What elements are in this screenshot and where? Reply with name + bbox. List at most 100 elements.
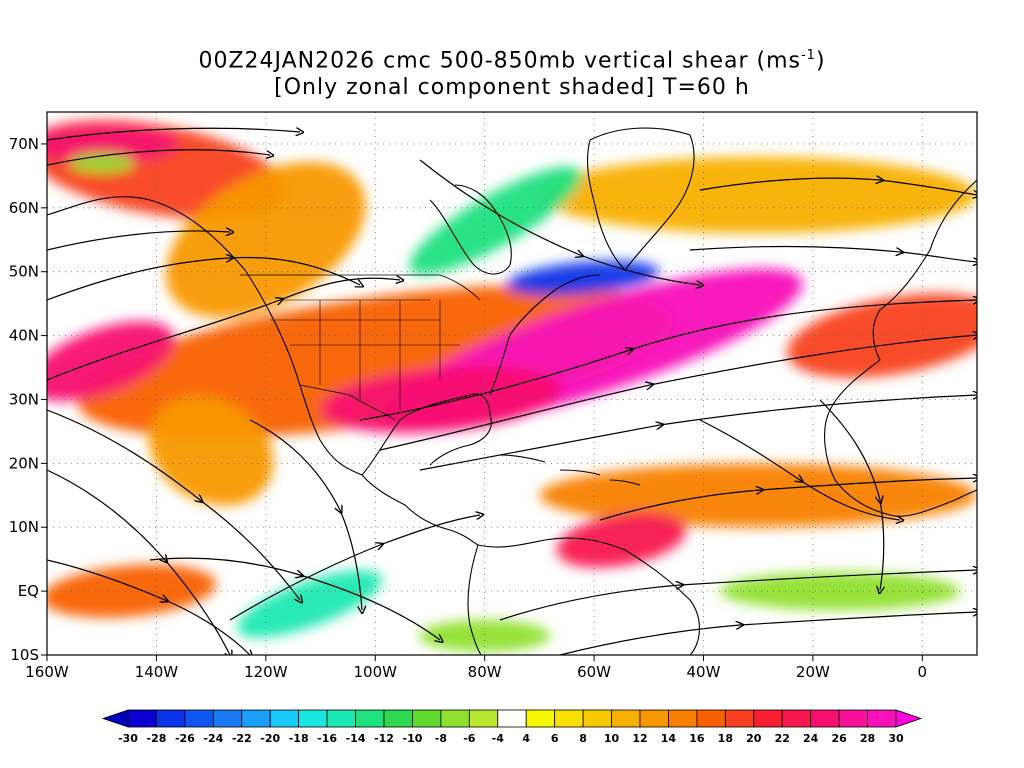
colorbar-label: -30 [118, 732, 138, 745]
colorbar-swatch [440, 709, 470, 728]
colorbar-over-arrow [895, 709, 923, 728]
colorbar-swatch [582, 709, 612, 728]
south-america-west [467, 544, 482, 655]
colorbar-swatch [867, 709, 897, 728]
streamline [47, 257, 360, 301]
shear-region [539, 156, 977, 234]
streamline [699, 419, 900, 520]
shear-region [409, 166, 582, 275]
x-tick-label: 120W [244, 663, 288, 681]
streamline [47, 231, 230, 251]
map-grid [47, 112, 977, 655]
y-tick-label: 60N [9, 199, 39, 217]
colorbar-swatch [525, 709, 556, 728]
colorbar-label: 24 [803, 732, 819, 745]
streamline [699, 178, 977, 195]
colorbar-swatch [127, 709, 157, 728]
colorbar-label: -6 [463, 732, 476, 745]
colorbar-label: -24 [203, 732, 223, 745]
longitude-axis: 160W 140W 120W 100W 80W 60W 40W 20W 0 [25, 655, 927, 681]
colorbar-swatch [497, 709, 527, 728]
colorbar-label: 18 [718, 732, 733, 745]
streamline [559, 612, 977, 655]
x-tick-label: 80W [468, 663, 502, 681]
y-tick-label: 70N [9, 135, 39, 153]
title-line1-prefix: 00Z24JAN2026 cmc 500-850mb vertical shea… [198, 48, 801, 74]
streamline [47, 409, 300, 600]
colorbar-label: 12 [632, 732, 647, 745]
latitude-axis: 70N 60N 50N 40N 30N 20N 10N EQ 10S [9, 135, 47, 664]
colorbar-swatch [298, 709, 328, 728]
colorbar-label: -28 [147, 732, 167, 745]
y-tick-label: 40N [9, 327, 39, 345]
streamline [379, 335, 977, 451]
y-tick-label: 30N [9, 390, 39, 408]
colorbar-swatch [269, 709, 300, 728]
colorbar-label: 22 [775, 732, 790, 745]
colorbar-label: -20 [260, 732, 280, 745]
streamline [689, 245, 977, 262]
shear-region [419, 619, 551, 652]
colorbar-label: -26 [175, 732, 195, 745]
colorbar-swatch [639, 709, 669, 728]
colorbar-swatch [383, 709, 413, 728]
colorbar-swatch [412, 709, 442, 728]
colorbar-swatch [781, 709, 812, 728]
x-tick-label: 20W [796, 663, 830, 681]
shear-region [556, 512, 687, 568]
colorbar-label: 16 [689, 732, 705, 745]
streamline [419, 159, 700, 285]
colorbar-label: -14 [346, 732, 366, 745]
x-tick-label: 160W [25, 663, 69, 681]
shear-region [77, 285, 674, 438]
colorbar-swatch [554, 709, 584, 728]
caribbean-islands [499, 454, 641, 486]
colorbar-label: 6 [551, 732, 559, 745]
x-tick-label: 60W [577, 663, 611, 681]
streamline [249, 419, 362, 610]
shear-region [47, 124, 179, 164]
chart-subtitle: [Only zonal component shaded] T=60 h [274, 75, 750, 100]
shear-region [47, 321, 175, 401]
colorbar-swatch [611, 709, 641, 728]
colorbar-label: -8 [435, 732, 447, 745]
colorbar-label: 28 [860, 732, 875, 745]
colorbar-label: -10 [403, 732, 423, 745]
colorbar-swatch [810, 709, 840, 728]
colorbar-label: 4 [522, 732, 530, 745]
y-tick-label: 50N [9, 263, 39, 281]
x-tick-label: 100W [354, 663, 398, 681]
streamlines [47, 128, 977, 655]
colorbar-swatch [838, 709, 868, 728]
streamline [47, 128, 300, 141]
streamline [359, 300, 977, 421]
y-tick-label: 10S [10, 646, 39, 664]
colorbar-swatch [184, 709, 214, 728]
streamline [47, 149, 270, 166]
colorbar-swatch [355, 709, 385, 728]
colorbar-label: 14 [661, 732, 677, 745]
chart-title: 00Z24JAN2026 cmc 500-850mb vertical shea… [0, 48, 1024, 73]
streamline [229, 515, 480, 621]
x-tick-label: 140W [135, 663, 179, 681]
streamline [419, 395, 977, 471]
colorbar-swatch [156, 709, 186, 728]
colorbar-swatch [468, 709, 499, 728]
y-tick-label: 20N [9, 454, 39, 472]
title-unit-superscript: -1 [800, 48, 816, 63]
hudson-bay [429, 184, 512, 275]
colorbar: -30 -28 -26 -24 -22 -20 -18 -16 -14 -12 -10 -8 -6 -4 4… [101, 709, 923, 745]
colorbar-swatch [724, 709, 755, 728]
colorbar-swatch [326, 709, 356, 728]
map-frame [46, 111, 978, 656]
colorbar-swatch [212, 709, 243, 728]
colorbar-label: -12 [374, 732, 394, 745]
streamline [47, 559, 250, 655]
us-mexico-border [299, 384, 396, 421]
colorbar-swatch [241, 709, 271, 728]
streamline [149, 557, 440, 640]
colorbar-label: -18 [289, 732, 309, 745]
colorbar-label: 30 [888, 732, 904, 745]
gulf-coast [361, 393, 492, 476]
colorbar-label: 26 [831, 732, 847, 745]
